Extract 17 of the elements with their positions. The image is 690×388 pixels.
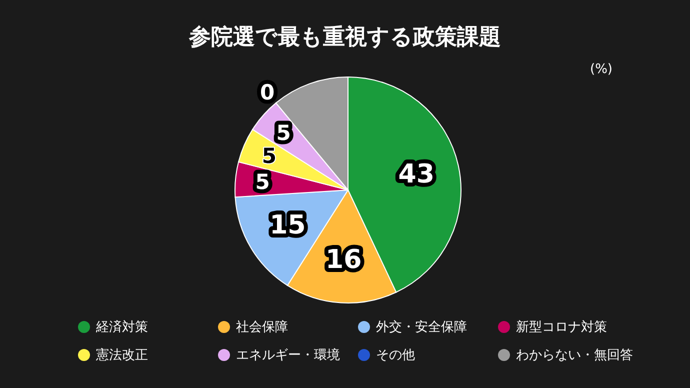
data-label: 16	[326, 244, 362, 275]
legend-label: 新型コロナ対策	[516, 319, 607, 336]
data-label: 43	[398, 160, 434, 190]
legend-label: 憲法改正	[96, 347, 148, 364]
data-label: 15	[270, 210, 306, 241]
legend-label: その他	[376, 347, 415, 364]
legend-label: わからない・無回答	[516, 347, 633, 364]
legend-label: 外交・安全保障	[376, 319, 467, 336]
text: (%)	[590, 62, 612, 77]
legend-label: 社会保障	[236, 319, 288, 336]
legend-label: エネルギー・環境	[236, 347, 340, 364]
legend-label: 経済対策	[96, 319, 148, 336]
data-label: 5	[255, 170, 270, 194]
text: 0	[260, 80, 275, 104]
chart-title: 参院選で最も重視する政策課題	[188, 24, 502, 52]
data-label: 5	[276, 121, 291, 146]
data-label: 5	[262, 144, 276, 168]
